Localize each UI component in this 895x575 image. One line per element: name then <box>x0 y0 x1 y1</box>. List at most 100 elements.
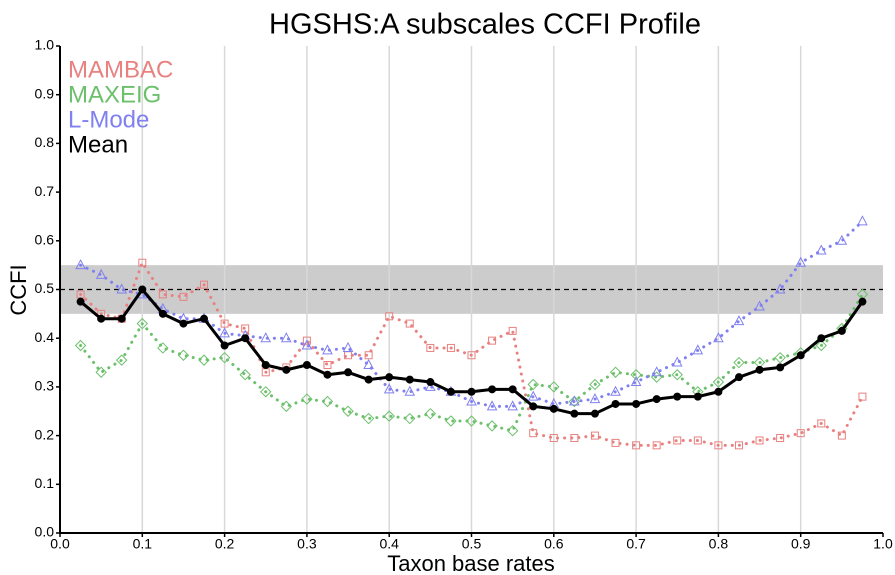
point <box>301 393 313 405</box>
point <box>776 363 785 372</box>
point <box>630 375 642 387</box>
point <box>179 319 188 328</box>
point <box>158 290 167 299</box>
x-tick-label: 0.3 <box>297 536 317 552</box>
point <box>405 319 414 328</box>
point <box>858 297 867 306</box>
point <box>486 420 498 432</box>
point <box>323 370 332 379</box>
point <box>446 387 455 396</box>
point <box>754 300 765 311</box>
point <box>362 412 375 425</box>
point <box>383 410 395 422</box>
point <box>570 409 579 418</box>
point <box>632 399 641 408</box>
point <box>815 339 827 352</box>
point <box>836 234 848 245</box>
point <box>529 429 538 438</box>
y-tick-label: 0.9 <box>35 85 55 101</box>
point <box>220 319 229 328</box>
point <box>75 259 86 270</box>
point <box>610 385 621 396</box>
y-tick-label: 0.3 <box>35 378 55 394</box>
point <box>177 349 190 361</box>
point <box>589 378 601 391</box>
point <box>776 434 785 443</box>
point <box>713 332 724 343</box>
point <box>219 327 230 338</box>
point <box>138 258 147 267</box>
point <box>321 395 334 408</box>
point <box>693 392 702 401</box>
point <box>734 373 743 382</box>
y-tick-label: 0.5 <box>35 280 55 296</box>
point <box>774 351 786 364</box>
point <box>158 309 167 318</box>
point <box>527 378 539 391</box>
point <box>671 369 683 381</box>
point <box>693 436 702 445</box>
point <box>673 436 682 445</box>
point <box>116 354 128 366</box>
legend-entry: MAMBAC <box>68 56 173 83</box>
point <box>280 400 293 413</box>
point <box>465 415 478 427</box>
point <box>692 344 704 355</box>
point <box>733 315 745 326</box>
point <box>837 431 846 440</box>
y-tick-label: 0.2 <box>35 426 55 442</box>
point <box>529 402 538 411</box>
point <box>157 342 169 354</box>
point <box>488 336 497 345</box>
point <box>220 341 229 350</box>
point <box>95 366 107 378</box>
point <box>446 343 455 352</box>
x-tick-label: 0.8 <box>709 536 729 552</box>
point <box>486 400 498 411</box>
point <box>241 324 250 333</box>
point <box>404 412 416 425</box>
point <box>426 378 435 387</box>
point <box>364 351 373 360</box>
point <box>467 351 476 360</box>
point <box>198 354 210 366</box>
point <box>302 360 311 369</box>
point <box>506 425 519 437</box>
point <box>302 336 311 345</box>
point <box>261 360 270 369</box>
point <box>795 256 807 267</box>
point <box>549 434 558 443</box>
point <box>179 292 188 301</box>
point <box>796 351 805 360</box>
series-line <box>79 261 864 447</box>
point <box>611 399 620 408</box>
point <box>734 441 743 450</box>
point <box>323 360 332 369</box>
point <box>652 395 661 404</box>
x-tick-label: 0.1 <box>133 536 153 552</box>
legend-entry: MAXEIG <box>68 81 161 108</box>
point <box>590 431 599 440</box>
point <box>97 314 106 323</box>
point <box>630 369 642 381</box>
point <box>76 297 85 306</box>
point <box>260 386 272 398</box>
point <box>466 395 477 406</box>
point <box>548 381 560 393</box>
point <box>241 334 250 343</box>
point <box>815 244 827 255</box>
point <box>383 383 395 394</box>
point <box>714 387 723 396</box>
point <box>858 392 867 401</box>
point <box>95 268 107 279</box>
point <box>136 317 149 330</box>
point <box>426 343 435 352</box>
y-tick-label: 0.0 <box>35 524 55 540</box>
point <box>549 404 558 413</box>
point <box>385 373 394 382</box>
point <box>632 441 641 450</box>
point <box>342 341 354 352</box>
point <box>611 438 620 447</box>
point <box>837 326 846 335</box>
